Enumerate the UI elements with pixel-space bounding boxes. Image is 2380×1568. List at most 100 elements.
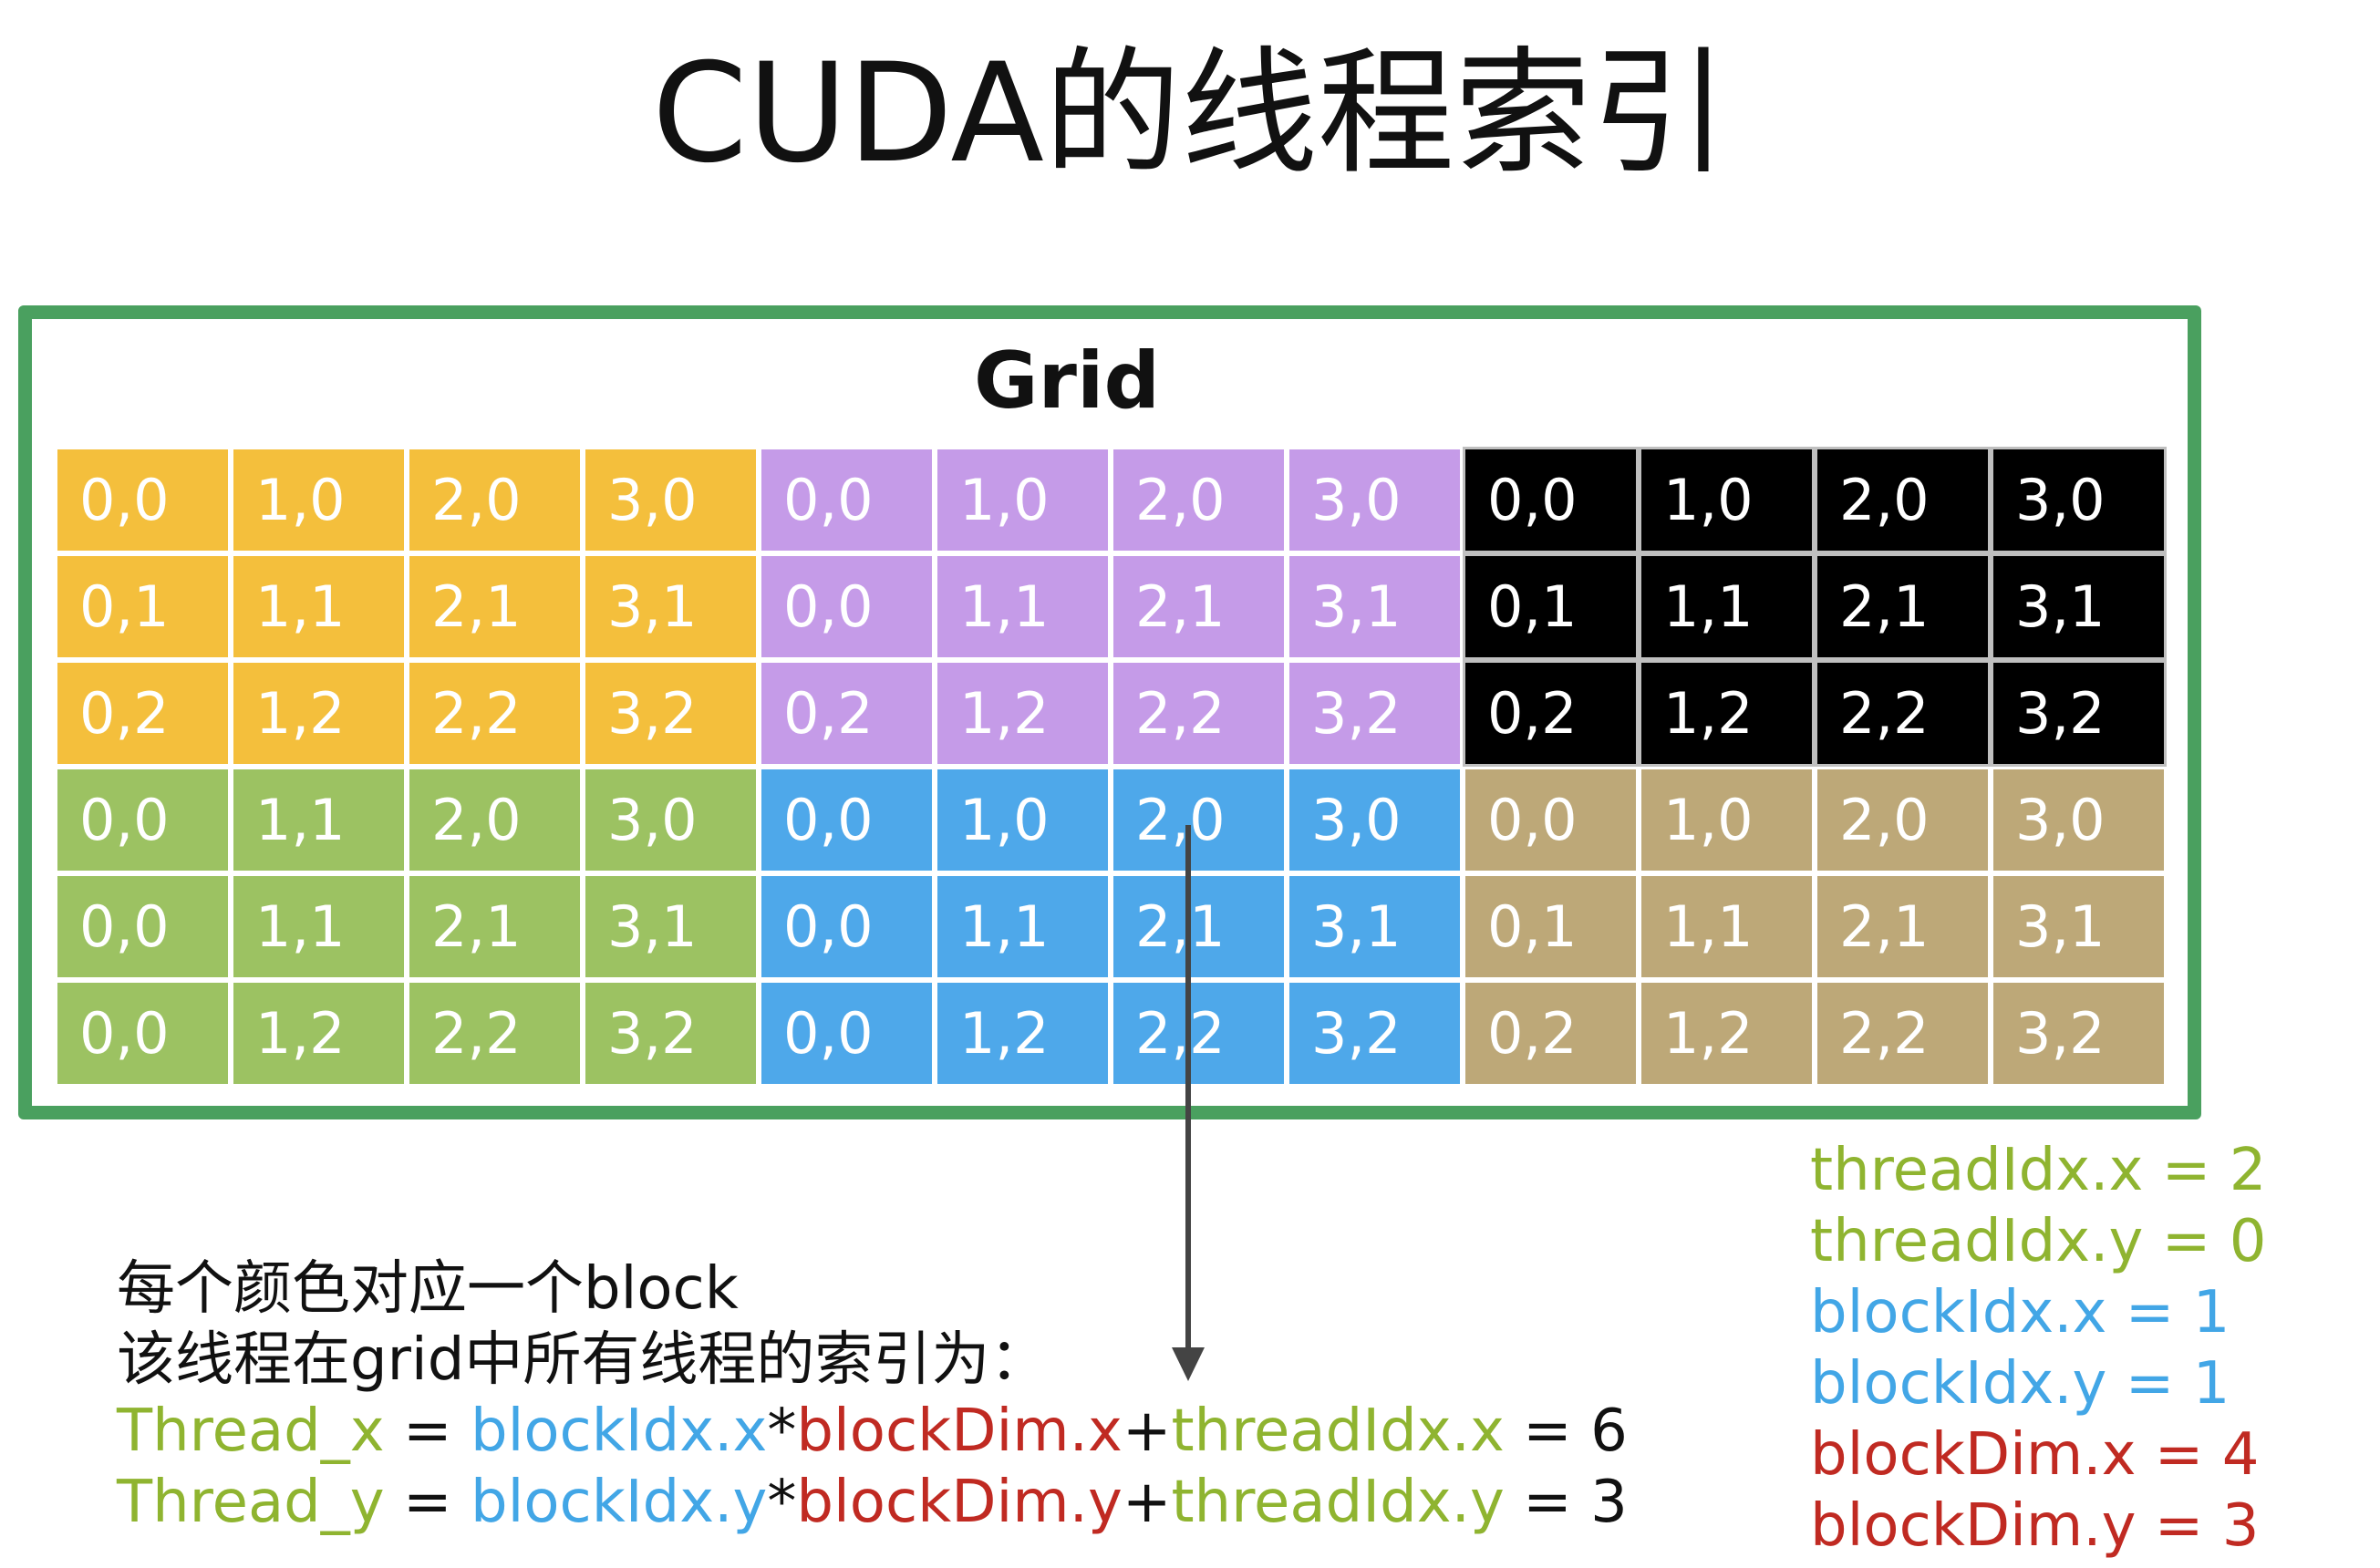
thread-cell: 1,2 xyxy=(231,980,407,1087)
thread-cell: 1,0 xyxy=(935,447,1111,553)
thread-cell: 2,2 xyxy=(1815,660,1991,767)
thread-cell: 2,2 xyxy=(1111,980,1287,1087)
thread-cell: 2,0 xyxy=(1815,767,1991,873)
description: 每个颜色对应一个block 该线程在grid中所有线程的索引为： xyxy=(117,1253,1048,1396)
formula-y-plus: + xyxy=(1122,1469,1172,1536)
page-title: CUDA的线程索引 xyxy=(651,35,1728,193)
description-line-1: 每个颜色对应一个block xyxy=(117,1255,739,1323)
thread-cell: 2,0 xyxy=(1111,447,1287,553)
formula-y: Thread_y = blockIdx.y*blockDim.y+threadI… xyxy=(117,1467,1628,1538)
thread-cell: 0,2 xyxy=(759,660,935,767)
thread-cell: 3,1 xyxy=(1991,553,2167,660)
thread-cell: 1,1 xyxy=(231,873,407,980)
value-block-dim-y: blockDim.y = 3 xyxy=(1810,1492,2260,1560)
thread-cell: 3,1 xyxy=(1287,873,1463,980)
formula-x-eq: = xyxy=(384,1398,471,1465)
thread-cell: 0,0 xyxy=(759,447,935,553)
thread-cell: 2,1 xyxy=(407,553,583,660)
formula-y-lhs: Thread_y xyxy=(117,1469,385,1536)
thread-cell: 1,2 xyxy=(935,980,1111,1087)
value-block-idx-x: blockIdx.x = 1 xyxy=(1810,1279,2230,1346)
value-block-idx-y: blockIdx.y = 1 xyxy=(1810,1350,2230,1418)
thread-cell: 0,2 xyxy=(1463,980,1639,1087)
thread-cell: 3,0 xyxy=(1287,447,1463,553)
formula-y-mul: * xyxy=(767,1469,797,1536)
formula-x-thread-idx: threadIdx.x xyxy=(1171,1398,1505,1465)
thread-cell: 2,1 xyxy=(1111,873,1287,980)
formula-x: Thread_x = blockIdx.x*blockDim.x+threadI… xyxy=(117,1396,1628,1467)
thread-cell: 2,2 xyxy=(407,980,583,1087)
thread-cell: 1,0 xyxy=(231,447,407,553)
thread-cell: 2,1 xyxy=(407,873,583,980)
formula-y-block-idx: blockIdx.y xyxy=(470,1469,768,1536)
formula-y-block-dim: blockDim.y xyxy=(796,1469,1123,1536)
thread-cell: 1,0 xyxy=(1639,767,1815,873)
formula-x-block-idx: blockIdx.x xyxy=(470,1398,768,1465)
thread-cell: 1,2 xyxy=(1639,660,1815,767)
value-block-dim-x: blockDim.x = 4 xyxy=(1810,1421,2260,1489)
thread-cell: 0,2 xyxy=(55,660,231,767)
thread-cell: 3,0 xyxy=(1991,767,2167,873)
thread-cell: 3,0 xyxy=(583,447,759,553)
thread-cell: 1,2 xyxy=(1639,980,1815,1087)
formula-y-result: = 3 xyxy=(1504,1469,1628,1536)
value-thread-idx-y: threadIdx.y = 0 xyxy=(1810,1208,2267,1275)
thread-cell: 1,2 xyxy=(231,660,407,767)
thread-cell: 0,0 xyxy=(759,980,935,1087)
thread-cell: 2,0 xyxy=(407,767,583,873)
thread-cell: 3,0 xyxy=(583,767,759,873)
thread-cell: 2,1 xyxy=(1815,553,1991,660)
thread-cell: 3,2 xyxy=(1991,660,2167,767)
formula-x-plus: + xyxy=(1122,1398,1172,1465)
thread-cell: 3,1 xyxy=(583,873,759,980)
thread-cell: 0,0 xyxy=(759,767,935,873)
thread-cell: 1,1 xyxy=(935,873,1111,980)
thread-cell: 3,0 xyxy=(1287,767,1463,873)
thread-cell: 0,1 xyxy=(55,553,231,660)
description-line-2: 该线程在grid中所有线程的索引为： xyxy=(117,1326,1049,1394)
formula-x-mul: * xyxy=(767,1398,797,1465)
thread-cell: 0,0 xyxy=(55,980,231,1087)
thread-cell: 0,0 xyxy=(759,553,935,660)
thread-cell: 2,2 xyxy=(1111,660,1287,767)
thread-cell: 3,2 xyxy=(1287,660,1463,767)
thread-cell: 0,1 xyxy=(1463,873,1639,980)
thread-cell: 3,2 xyxy=(583,660,759,767)
thread-cell: 3,0 xyxy=(1991,447,2167,553)
thread-cell: 1,2 xyxy=(935,660,1111,767)
thread-cell: 2,0 xyxy=(407,447,583,553)
thread-cell: 0,0 xyxy=(759,873,935,980)
thread-cell: 1,0 xyxy=(935,767,1111,873)
thread-cell: 1,1 xyxy=(1639,873,1815,980)
index-values: threadIdx.x = 2 threadIdx.y = 0 blockIdx… xyxy=(1810,1135,2266,1562)
arrow-head xyxy=(1172,1347,1205,1381)
thread-cell: 3,2 xyxy=(583,980,759,1087)
thread-cell: 0,0 xyxy=(55,447,231,553)
thread-cell: 3,2 xyxy=(1991,980,2167,1087)
formula-y-thread-idx: threadIdx.y xyxy=(1171,1469,1505,1536)
thread-cell: 3,1 xyxy=(1991,873,2167,980)
thread-cell: 1,0 xyxy=(1639,447,1815,553)
grid-label: Grid xyxy=(973,335,1161,427)
thread-cell: 3,2 xyxy=(1287,980,1463,1087)
thread-cell: 2,0 xyxy=(1815,447,1991,553)
thread-cell: 2,1 xyxy=(1111,553,1287,660)
value-thread-idx-x: threadIdx.x = 2 xyxy=(1810,1137,2267,1204)
thread-cell: 0,0 xyxy=(1463,447,1639,553)
formula-x-result: = 6 xyxy=(1504,1398,1628,1465)
grid-frame xyxy=(18,305,2201,1119)
thread-cell: 2,2 xyxy=(407,660,583,767)
formula-x-block-dim: blockDim.x xyxy=(796,1398,1123,1465)
thread-cell: 1,1 xyxy=(231,767,407,873)
thread-cell: 0,0 xyxy=(1463,767,1639,873)
thread-cell: 2,2 xyxy=(1815,980,1991,1087)
thread-cell: 3,1 xyxy=(1287,553,1463,660)
thread-cell: 2,0 xyxy=(1111,767,1287,873)
formula-x-lhs: Thread_x xyxy=(117,1398,385,1465)
formula-y-eq: = xyxy=(384,1469,471,1536)
thread-cell: 1,1 xyxy=(935,553,1111,660)
thread-cell: 0,2 xyxy=(1463,660,1639,767)
thread-cell: 0,0 xyxy=(55,767,231,873)
thread-cell: 0,0 xyxy=(55,873,231,980)
thread-cell: 0,1 xyxy=(1463,553,1639,660)
